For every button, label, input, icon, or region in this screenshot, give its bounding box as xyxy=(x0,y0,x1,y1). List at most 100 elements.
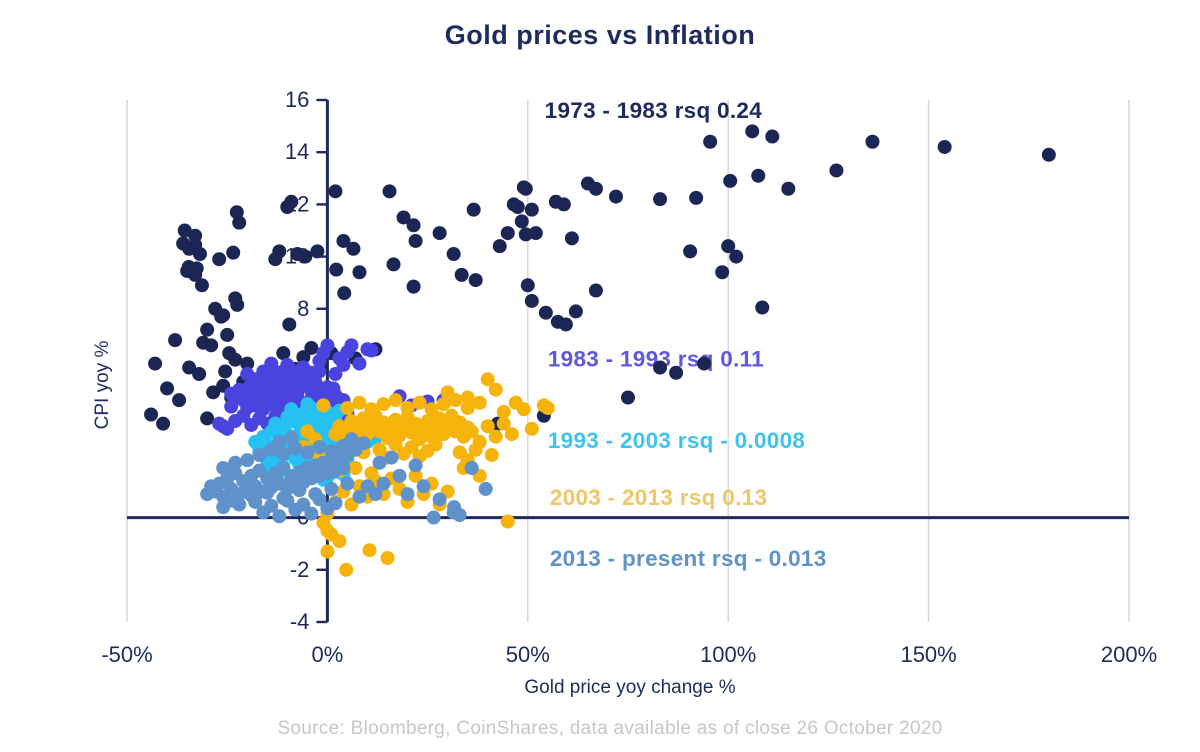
scatter-point xyxy=(516,402,531,417)
source-attribution: Source: Bloomberg, CoinShares, data avai… xyxy=(277,718,943,739)
scatter-point xyxy=(464,461,479,476)
scatter-point xyxy=(721,239,736,254)
scatter-point xyxy=(416,479,431,494)
scatter-point xyxy=(229,205,244,220)
scatter-point xyxy=(340,400,355,415)
scatter-point xyxy=(344,338,359,353)
scatter-point xyxy=(372,455,387,470)
scatter-point xyxy=(339,562,354,577)
scatter-point xyxy=(304,506,319,521)
scatter-point xyxy=(432,226,447,241)
scatter-point xyxy=(480,419,495,434)
scatter-point xyxy=(364,466,379,481)
scatter-point xyxy=(751,168,766,183)
scatter-point xyxy=(388,393,403,408)
scatter-point xyxy=(538,305,553,320)
scatter-point xyxy=(352,395,367,410)
scatter-point xyxy=(388,437,403,452)
scatter-point xyxy=(352,265,367,280)
scatter-point xyxy=(496,404,511,419)
scatter-point xyxy=(344,432,359,447)
scatter-point xyxy=(224,386,239,401)
scatter-point xyxy=(156,416,171,431)
scatter-point xyxy=(865,134,880,149)
scatter-point xyxy=(160,381,175,396)
scatter-point xyxy=(653,360,668,375)
scatter-point xyxy=(408,468,423,483)
scatter-point xyxy=(653,192,668,207)
scatter-point xyxy=(504,427,519,442)
scatter-point xyxy=(216,461,231,476)
scatter-point xyxy=(260,485,275,500)
scatter-point xyxy=(212,416,227,431)
scatter-point xyxy=(218,364,233,379)
scatter-point xyxy=(328,184,343,199)
scatter-point xyxy=(524,202,539,217)
scatter-point xyxy=(488,382,503,397)
scatter-point xyxy=(392,468,407,483)
scatter-point xyxy=(326,381,341,396)
y-tick-label: -4 xyxy=(290,609,310,634)
x-tick-label: 100% xyxy=(700,642,756,667)
scatter-point xyxy=(506,197,521,212)
scatter-point xyxy=(240,356,255,371)
scatter-point xyxy=(240,453,255,468)
scatter-point xyxy=(242,380,257,395)
scatter-point xyxy=(228,291,243,306)
chart-title: Gold prices vs Inflation xyxy=(444,20,756,50)
scatter-point xyxy=(340,476,355,491)
scatter-point xyxy=(608,189,623,204)
scatter-point xyxy=(496,416,511,431)
scatter-point xyxy=(376,476,391,491)
scatter-point xyxy=(478,481,493,496)
scatter-point xyxy=(220,327,235,342)
scatter-point xyxy=(284,194,299,209)
scatter-point xyxy=(669,365,684,380)
y-tick-label: -2 xyxy=(290,557,310,582)
scatter-point xyxy=(384,450,399,465)
scatter-point xyxy=(212,252,227,267)
scatter-point xyxy=(177,223,192,238)
scatter-point xyxy=(276,491,291,506)
scatter-point xyxy=(276,446,291,461)
scatter-point xyxy=(524,421,539,436)
scatter-point xyxy=(568,304,583,319)
x-axis-title: Gold price yoy change % xyxy=(524,677,736,698)
series-annotation: 1973 - 1983 rsq 0.24 xyxy=(545,98,763,123)
scatter-point xyxy=(144,407,159,422)
scatter-point xyxy=(446,246,461,261)
scatter-point xyxy=(540,400,555,415)
scatter-point xyxy=(336,357,351,372)
scatter-point xyxy=(192,246,207,261)
scatter-point xyxy=(204,479,219,494)
scatter-point xyxy=(703,134,718,149)
scatter-point xyxy=(484,447,499,462)
scatter-point xyxy=(829,163,844,178)
scatter-point xyxy=(204,338,219,353)
scatter-point xyxy=(500,226,515,241)
scatter-point xyxy=(276,461,291,476)
scatter-point xyxy=(556,197,571,212)
scatter-point xyxy=(440,385,455,400)
scatter-point xyxy=(310,244,325,259)
scatter-point xyxy=(316,398,331,413)
scatter-point xyxy=(408,233,423,248)
scatter-point xyxy=(316,346,331,361)
scatter-point xyxy=(336,233,351,248)
scatter-point xyxy=(200,322,215,337)
scatter-point xyxy=(558,317,573,332)
scatter-point xyxy=(266,386,281,401)
scatter-point xyxy=(172,393,187,408)
scatter-point xyxy=(328,367,343,382)
scatter-point xyxy=(428,437,443,452)
scatter-point xyxy=(226,245,241,260)
x-tick-label: 0% xyxy=(312,642,344,667)
scatter-point xyxy=(346,241,361,256)
scatter-point xyxy=(300,445,315,460)
scatter-point xyxy=(284,430,299,445)
scatter-point xyxy=(937,139,952,154)
scatter-point xyxy=(689,190,704,205)
scatter-point xyxy=(492,239,507,254)
series-annotation: 1993 - 2003 rsq - 0.0008 xyxy=(548,428,805,453)
scatter-point xyxy=(312,364,327,379)
